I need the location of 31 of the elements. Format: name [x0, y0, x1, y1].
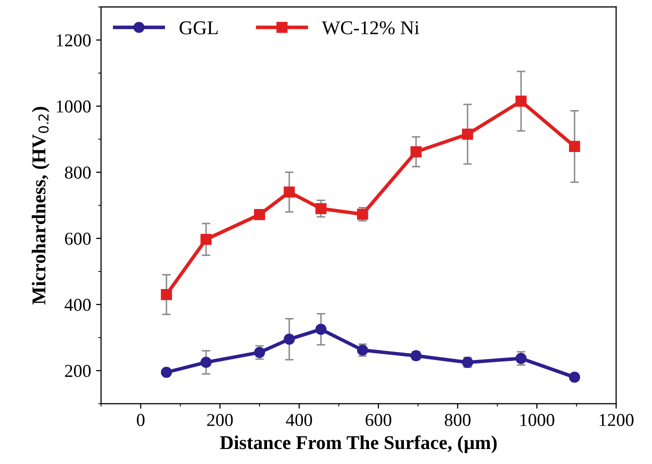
- point: [568, 140, 580, 152]
- point: [254, 209, 266, 220]
- point: [200, 356, 212, 368]
- point: [200, 234, 212, 245]
- point: [315, 324, 327, 335]
- y-tick-label: 800: [64, 166, 91, 179]
- y-tick-label: 200: [65, 364, 91, 378]
- x-tick-label: 200: [207, 414, 233, 426]
- y-tick-label: 1200: [56, 34, 91, 46]
- x-tick-label: 0: [136, 414, 145, 426]
- point: [160, 366, 172, 378]
- point: [410, 146, 422, 158]
- y-axis-title: Microhardness, (HV$_{0.2}$): [32, 106, 50, 304]
- legend-label: WC-12% Ni: [322, 21, 420, 34]
- x-tick-label: 1000: [520, 414, 554, 426]
- point: [284, 334, 295, 345]
- x-tick-label: 1200: [600, 414, 634, 426]
- point: [515, 96, 527, 107]
- x-axis-title: Distance From The Surface, (µm): [220, 435, 497, 454]
- x-tick-label: 400: [286, 414, 312, 426]
- x-tick-label: 800: [444, 414, 471, 426]
- y-tick-label: 1000: [56, 100, 91, 113]
- y-tick-label: 400: [64, 298, 91, 311]
- point: [315, 203, 327, 214]
- point: [568, 372, 580, 383]
- y-tick-label: 600: [65, 232, 91, 245]
- legend-label: GGL: [180, 21, 218, 34]
- x-tick-label: 600: [366, 414, 392, 426]
- point: [284, 186, 295, 198]
- point: [462, 128, 474, 140]
- point: [160, 289, 172, 300]
